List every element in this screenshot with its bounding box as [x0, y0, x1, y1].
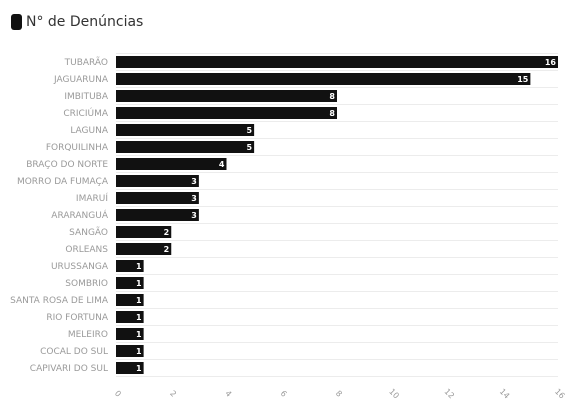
chart-legend: N° de Denúncias	[11, 13, 143, 31]
x-tick-label: 14	[498, 387, 512, 400]
bar	[116, 56, 558, 68]
bar	[116, 73, 531, 85]
category-label: COCAL DO SUL	[40, 347, 108, 357]
category-label: MELEIRO	[68, 330, 108, 340]
data-label: 2	[164, 228, 170, 237]
x-tick-label: 4	[223, 389, 233, 399]
legend-label: N° de Denúncias	[26, 14, 144, 30]
category-label: CRICIÚMA	[63, 107, 108, 119]
category-label: MORRO DA FUMAÇA	[17, 177, 109, 187]
data-label: 3	[191, 194, 197, 203]
x-tick-label: 16	[553, 387, 567, 400]
data-label: 2	[164, 245, 170, 254]
data-label: 5	[247, 143, 253, 152]
category-label: LAGUNA	[70, 126, 109, 136]
data-label: 15	[517, 75, 529, 84]
bar	[116, 90, 337, 102]
bar	[116, 260, 144, 272]
data-label: 1	[136, 330, 142, 339]
category-label: ORLEANS	[65, 245, 108, 255]
bar	[116, 209, 199, 221]
data-label: 8	[329, 92, 335, 101]
data-label: 3	[191, 211, 197, 220]
x-tick-label: 6	[279, 389, 289, 399]
data-label: 1	[136, 296, 142, 305]
bar	[116, 158, 227, 170]
bar	[116, 107, 337, 119]
data-label: 1	[136, 262, 142, 271]
legend-swatch	[11, 14, 22, 30]
x-tick-label: 10	[387, 387, 401, 400]
data-label: 1	[136, 279, 142, 288]
x-tick-label: 8	[334, 389, 344, 399]
data-label: 8	[329, 109, 335, 118]
bar	[116, 294, 144, 306]
category-label: FORQUILINHA	[46, 143, 109, 153]
bar	[116, 175, 199, 187]
x-tick-label: 12	[442, 387, 456, 400]
bar	[116, 243, 172, 255]
category-label: IMBITUBA	[64, 92, 109, 102]
bar	[116, 362, 144, 374]
data-label: 1	[136, 364, 142, 373]
bar	[116, 277, 144, 289]
category-label: RIO FORTUNA	[46, 313, 109, 323]
bar	[116, 124, 255, 136]
category-label: CAPIVARI DO SUL	[30, 364, 108, 374]
data-label: 16	[545, 58, 557, 67]
bar	[116, 311, 144, 323]
category-label: BRAÇO DO NORTE	[26, 160, 108, 170]
category-label: ARARANGUÁ	[51, 209, 109, 221]
x-tick-label: 2	[168, 389, 178, 399]
category-label: IMARUÍ	[76, 192, 108, 204]
data-label: 5	[247, 126, 253, 135]
bar	[116, 328, 144, 340]
category-label: SOMBRIO	[65, 279, 108, 289]
data-label: 4	[219, 160, 225, 169]
category-label: SANTA ROSA DE LIMA	[10, 296, 109, 306]
data-label: 3	[191, 177, 197, 186]
bar	[116, 345, 144, 357]
data-label: 1	[136, 313, 142, 322]
x-tick-label: 0	[113, 389, 123, 399]
category-label: JAGUARUNA	[53, 75, 109, 85]
bar	[116, 226, 172, 238]
data-label: 1	[136, 347, 142, 356]
category-label: TUBARÃO	[64, 57, 108, 68]
bar	[116, 192, 199, 204]
category-label: SANGÃO	[69, 227, 108, 238]
bar	[116, 141, 255, 153]
category-label: URUSSANGA	[51, 262, 109, 272]
